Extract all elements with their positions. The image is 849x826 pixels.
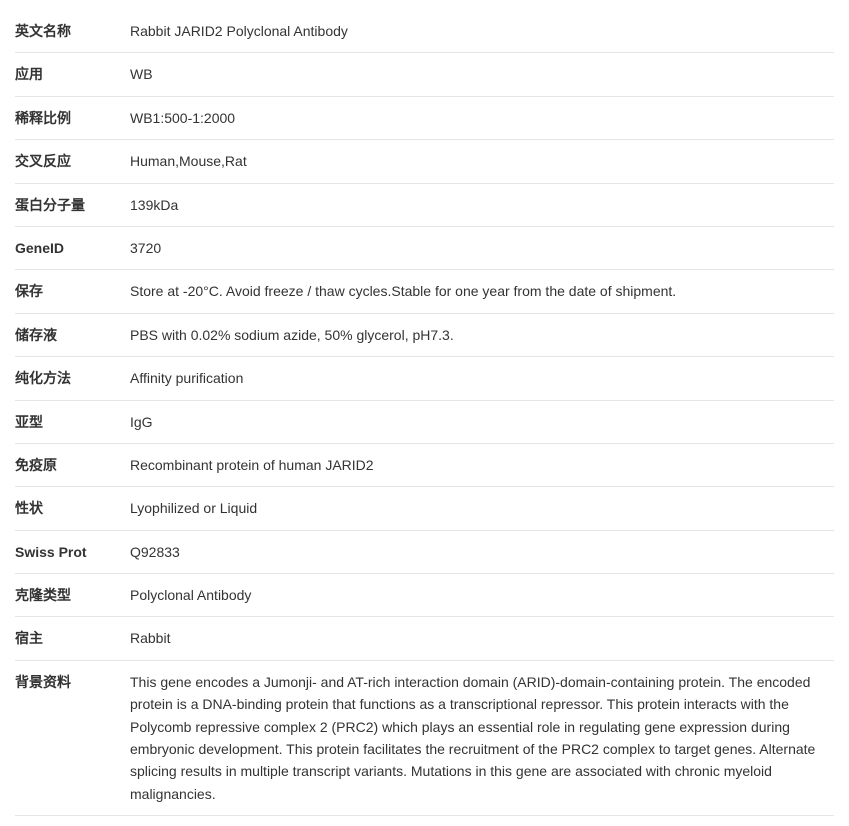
row-value: This gene encodes a Jumonji- and AT-rich… xyxy=(130,671,834,805)
table-row: 英文名称 Rabbit JARID2 Polyclonal Antibody xyxy=(15,10,834,53)
row-label: 性状 xyxy=(15,497,130,519)
table-row: 背景资料 This gene encodes a Jumonji- and AT… xyxy=(15,661,834,816)
table-row: 宿主 Rabbit xyxy=(15,617,834,660)
row-value: Q92833 xyxy=(130,541,834,563)
spec-table: 英文名称 Rabbit JARID2 Polyclonal Antibody 应… xyxy=(0,0,849,826)
row-label: GeneID xyxy=(15,237,130,259)
row-value: 139kDa xyxy=(130,194,834,216)
table-row: 交叉反应 Human,Mouse,Rat xyxy=(15,140,834,183)
row-value: Affinity purification xyxy=(130,367,834,389)
row-label: 克隆类型 xyxy=(15,584,130,606)
row-value: Store at -20°C. Avoid freeze / thaw cycl… xyxy=(130,280,834,302)
table-row: 稀释比例 WB1:500-1:2000 xyxy=(15,97,834,140)
table-row: Swiss Prot Q92833 xyxy=(15,531,834,574)
row-value: 3720 xyxy=(130,237,834,259)
row-value: Polyclonal Antibody xyxy=(130,584,834,606)
row-label: 纯化方法 xyxy=(15,367,130,389)
row-value: WB1:500-1:2000 xyxy=(130,107,834,129)
row-value: Lyophilized or Liquid xyxy=(130,497,834,519)
row-value: Human,Mouse,Rat xyxy=(130,150,834,172)
table-row: 储存液 PBS with 0.02% sodium azide, 50% gly… xyxy=(15,314,834,357)
row-label: 应用 xyxy=(15,63,130,85)
row-label: 免疫原 xyxy=(15,454,130,476)
row-value: Rabbit xyxy=(130,627,834,649)
table-row: 亚型 IgG xyxy=(15,401,834,444)
row-value: PBS with 0.02% sodium azide, 50% glycero… xyxy=(130,324,834,346)
table-row: 克隆类型 Polyclonal Antibody xyxy=(15,574,834,617)
row-value: WB xyxy=(130,63,834,85)
table-row: 性状 Lyophilized or Liquid xyxy=(15,487,834,530)
table-row: 保存 Store at -20°C. Avoid freeze / thaw c… xyxy=(15,270,834,313)
row-label: Swiss Prot xyxy=(15,541,130,563)
row-value: Rabbit JARID2 Polyclonal Antibody xyxy=(130,20,834,42)
row-label: 储存液 xyxy=(15,324,130,346)
table-row: 纯化方法 Affinity purification xyxy=(15,357,834,400)
row-label: 背景资料 xyxy=(15,671,130,805)
row-label: 宿主 xyxy=(15,627,130,649)
row-label: 保存 xyxy=(15,280,130,302)
table-row: 蛋白分子量 139kDa xyxy=(15,184,834,227)
row-label: 蛋白分子量 xyxy=(15,194,130,216)
row-label: 交叉反应 xyxy=(15,150,130,172)
table-row: 应用 WB xyxy=(15,53,834,96)
table-row: GeneID 3720 xyxy=(15,227,834,270)
table-row: 免疫原 Recombinant protein of human JARID2 xyxy=(15,444,834,487)
row-label: 英文名称 xyxy=(15,20,130,42)
row-value: Recombinant protein of human JARID2 xyxy=(130,454,834,476)
row-value: IgG xyxy=(130,411,834,433)
row-label: 亚型 xyxy=(15,411,130,433)
row-label: 稀释比例 xyxy=(15,107,130,129)
